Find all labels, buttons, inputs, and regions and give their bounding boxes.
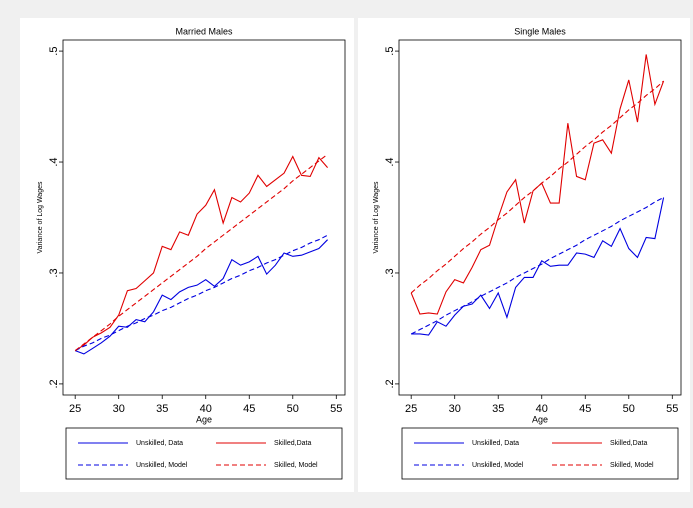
- legend-label: Skilled,Data: [610, 440, 647, 447]
- series-line: [74, 155, 329, 352]
- plot-frame: [398, 39, 682, 396]
- legend-label: Skilled, Model: [610, 462, 654, 469]
- panel: Married Males .2 .3 .4 .5 25 30 35 40 45 50 55 Age Va…: [20, 18, 354, 492]
- legend-label: Unskilled, Model: [472, 462, 524, 469]
- x-tick-label: 55: [666, 403, 678, 415]
- x-tick-label: 50: [287, 403, 299, 415]
- x-tick-label: 45: [579, 403, 591, 415]
- panel-background: [20, 18, 354, 492]
- x-tick-label: 25: [405, 403, 417, 415]
- legend-label: Skilled,Data: [274, 440, 311, 447]
- y-tick-label: .4: [48, 157, 60, 166]
- series-line: [411, 197, 665, 336]
- chart-title: Married Males: [175, 26, 233, 36]
- legend-box: [401, 427, 679, 480]
- legend-label: Unskilled, Model: [136, 462, 188, 469]
- x-axis-label: Age: [196, 414, 212, 424]
- chart-title: Single Males: [514, 26, 566, 36]
- x-tick-label: 30: [449, 403, 461, 415]
- x-tick-label: 40: [536, 403, 548, 415]
- x-tick-label: 55: [330, 403, 342, 415]
- y-tick-label: .3: [384, 268, 396, 277]
- y-tick-label: .3: [48, 268, 60, 277]
- x-tick-label: 50: [623, 403, 635, 415]
- legend-label: Skilled, Model: [274, 462, 318, 469]
- plot-frame: [62, 39, 346, 396]
- x-tick-label: 30: [113, 403, 125, 415]
- y-tick-label: .5: [48, 47, 60, 56]
- panel: Single Males .2 .3 .4 .5 25 30 35 40 45 50 55 Age Var…: [358, 18, 690, 492]
- series-line: [74, 153, 328, 352]
- y-tick-label: .5: [384, 47, 396, 56]
- y-axis-label: Variance of Log Wages: [37, 181, 44, 253]
- x-tick-label: 35: [156, 403, 168, 415]
- x-tick-label: 45: [243, 403, 255, 415]
- legend-box: [65, 427, 343, 480]
- y-tick-label: .2: [48, 379, 60, 388]
- series-line: [74, 239, 328, 355]
- y-tick-label: .2: [384, 379, 396, 388]
- x-tick-label: 40: [200, 403, 212, 415]
- series-line: [410, 80, 664, 294]
- legend-label: Unskilled, Data: [472, 440, 519, 447]
- y-axis-label: Variance of Log Wages: [373, 181, 380, 253]
- y-tick-label: .4: [384, 157, 396, 166]
- x-tick-label: 35: [492, 403, 504, 415]
- x-tick-label: 25: [69, 403, 81, 415]
- legend-label: Unskilled, Data: [136, 440, 183, 447]
- x-axis-label: Age: [532, 414, 548, 424]
- panel-background: [358, 18, 690, 492]
- series-line: [74, 234, 328, 352]
